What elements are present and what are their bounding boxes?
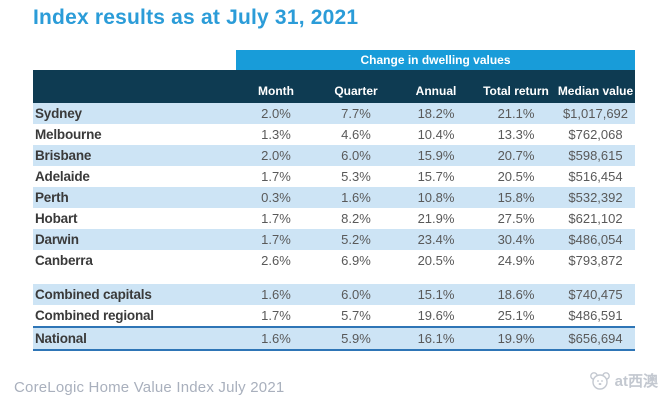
row-label: Brisbane (35, 148, 92, 163)
value-quarter: 5.2% (341, 232, 371, 247)
value-total-return: 20.7% (497, 148, 535, 163)
value-total-return: 19.9% (497, 331, 535, 346)
watermark: at西澳 (589, 370, 658, 391)
table-row: Combined capitals 1.6% 6.0% 15.1% 18.6% … (33, 284, 635, 305)
row-label: National (35, 331, 87, 346)
value-median: $762,068 (568, 127, 623, 142)
table-header-row: Month Quarter Annual Total return Median… (33, 70, 635, 103)
value-annual: 10.8% (417, 190, 455, 205)
value-annual: 20.5% (417, 253, 455, 268)
table-row: Combined regional 1.7% 5.7% 19.6% 25.1% … (33, 305, 635, 326)
group-header-change-in-dwelling-values: Change in dwelling values (236, 50, 635, 70)
value-month: 2.0% (261, 148, 291, 163)
row-label: Sydney (35, 106, 82, 121)
table-row: Darwin 1.7% 5.2% 23.4% 30.4% $486,054 (33, 229, 635, 250)
table-row: Brisbane 2.0% 6.0% 15.9% 20.7% $598,615 (33, 145, 635, 166)
value-month: 1.7% (261, 169, 291, 184)
value-month: 1.7% (261, 308, 291, 323)
value-month: 1.3% (261, 127, 291, 142)
value-total-return: 18.6% (497, 287, 535, 302)
value-median: $516,454 (568, 169, 623, 184)
koala-logo-icon (589, 371, 610, 390)
group-header-row: Change in dwelling values (33, 50, 635, 70)
column-header-month: Month (258, 83, 294, 98)
value-month: 2.0% (261, 106, 291, 121)
row-label: Combined capitals (35, 287, 152, 302)
group-header-spacer (33, 50, 236, 70)
value-total-return: 25.1% (497, 308, 535, 323)
value-quarter: 5.9% (341, 331, 371, 346)
value-month: 2.6% (261, 253, 291, 268)
value-total-return: 21.1% (497, 106, 535, 121)
value-total-return: 13.3% (497, 127, 535, 142)
value-annual: 10.4% (417, 127, 455, 142)
source-caption: CoreLogic Home Value Index July 2021 (14, 379, 285, 396)
value-quarter: 7.7% (341, 106, 371, 121)
value-quarter: 4.6% (341, 127, 371, 142)
table-row: Melbourne 1.3% 4.6% 10.4% 13.3% $762,068 (33, 124, 635, 145)
row-label: Darwin (35, 232, 79, 247)
value-annual: 23.4% (417, 232, 455, 247)
index-results-table: Change in dwelling values Month Quarter … (33, 50, 635, 351)
value-annual: 16.1% (417, 331, 455, 346)
value-month: 1.7% (261, 232, 291, 247)
watermark-text: at西澳 (614, 373, 658, 390)
value-quarter: 5.7% (341, 308, 371, 323)
page-title: Index results as at July 31, 2021 (33, 6, 359, 29)
row-label: Combined regional (35, 308, 154, 323)
column-header-annual: Annual (415, 83, 457, 98)
value-annual: 18.2% (417, 106, 455, 121)
column-header-median-value: Median value (557, 83, 634, 98)
table-row: National 1.6% 5.9% 16.1% 19.9% $656,694 (33, 326, 635, 351)
value-median: $486,054 (568, 232, 623, 247)
value-total-return: 30.4% (497, 232, 535, 247)
value-annual: 15.9% (417, 148, 455, 163)
row-label-header (33, 83, 236, 91)
value-annual: 15.7% (417, 169, 455, 184)
value-total-return: 20.5% (497, 169, 535, 184)
value-month: 1.6% (261, 287, 291, 302)
value-total-return: 27.5% (497, 211, 535, 226)
value-median: $621,102 (568, 211, 623, 226)
value-annual: 19.6% (417, 308, 455, 323)
value-total-return: 24.9% (497, 253, 535, 268)
table-row: Adelaide 1.7% 5.3% 15.7% 20.5% $516,454 (33, 166, 635, 187)
value-quarter: 6.0% (341, 287, 371, 302)
value-annual: 21.9% (417, 211, 455, 226)
row-label: Perth (35, 190, 69, 205)
value-median: $532,392 (568, 190, 623, 205)
value-quarter: 8.2% (341, 211, 371, 226)
value-month: 1.6% (261, 331, 291, 346)
column-header-total-return: Total return (483, 83, 549, 98)
value-total-return: 15.8% (497, 190, 535, 205)
value-median: $740,475 (568, 287, 623, 302)
value-median: $598,615 (568, 148, 623, 163)
value-quarter: 6.0% (341, 148, 371, 163)
table-body: Sydney 2.0% 7.7% 18.2% 21.1% $1,017,692 … (33, 103, 635, 351)
table-row: Sydney 2.0% 7.7% 18.2% 21.1% $1,017,692 (33, 103, 635, 124)
row-label: Hobart (35, 211, 78, 226)
value-median: $656,694 (568, 331, 623, 346)
value-month: 0.3% (261, 190, 291, 205)
table-row: Hobart 1.7% 8.2% 21.9% 27.5% $621,102 (33, 208, 635, 229)
row-label: Melbourne (35, 127, 102, 142)
value-quarter: 5.3% (341, 169, 371, 184)
value-month: 1.7% (261, 211, 291, 226)
value-quarter: 6.9% (341, 253, 371, 268)
row-label: Canberra (35, 253, 93, 268)
table-row: Canberra 2.6% 6.9% 20.5% 24.9% $793,872 (33, 250, 635, 271)
value-median: $1,017,692 (562, 106, 629, 121)
value-quarter: 1.6% (341, 190, 371, 205)
value-annual: 15.1% (417, 287, 455, 302)
value-median: $486,591 (568, 308, 623, 323)
table-row: Perth 0.3% 1.6% 10.8% 15.8% $532,392 (33, 187, 635, 208)
value-median: $793,872 (568, 253, 623, 268)
column-header-quarter: Quarter (334, 83, 378, 98)
row-label: Adelaide (35, 169, 90, 184)
